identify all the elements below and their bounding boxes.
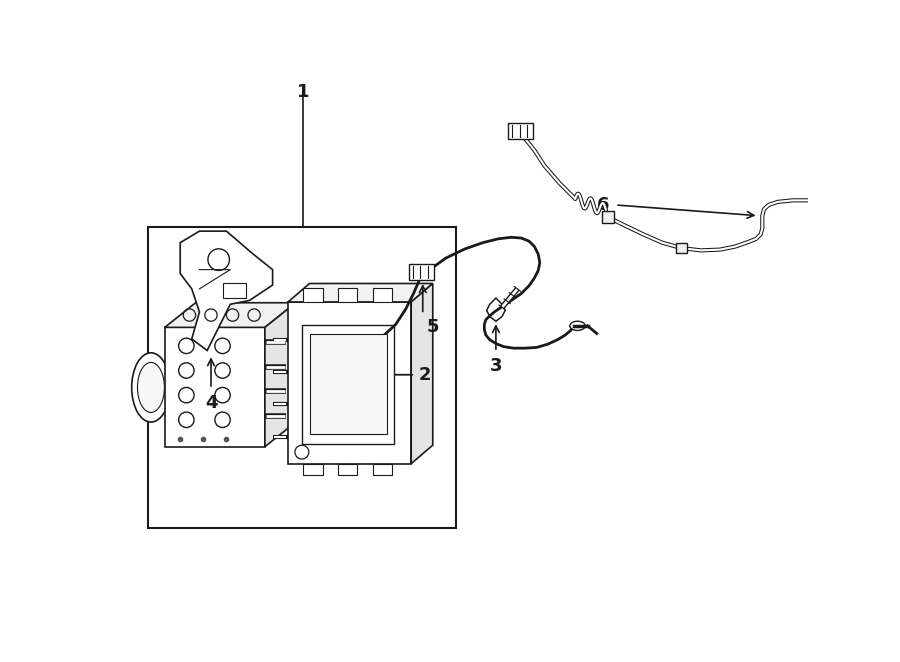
Bar	[302, 325, 394, 444]
Bar	[602, 211, 615, 224]
Bar	[338, 463, 357, 475]
Text: 3: 3	[490, 357, 502, 375]
Polygon shape	[487, 298, 505, 321]
Ellipse shape	[363, 346, 380, 373]
Bar	[676, 243, 687, 254]
Polygon shape	[288, 283, 433, 302]
Bar	[288, 302, 411, 463]
Bar	[303, 463, 322, 475]
Polygon shape	[265, 303, 296, 447]
Bar	[409, 264, 434, 279]
Bar	[508, 123, 533, 139]
Bar	[165, 328, 265, 447]
Polygon shape	[165, 303, 296, 328]
Bar	[148, 227, 456, 528]
Polygon shape	[180, 231, 273, 350]
Bar	[310, 334, 387, 434]
Bar	[373, 463, 392, 475]
Text: 5: 5	[427, 318, 439, 336]
Bar	[303, 288, 322, 302]
Text: 2: 2	[418, 365, 431, 384]
Bar	[824, 193, 849, 208]
Bar	[222, 283, 246, 298]
Text: 1: 1	[297, 83, 310, 101]
Ellipse shape	[138, 362, 165, 412]
Bar	[338, 288, 357, 302]
Ellipse shape	[131, 353, 170, 422]
Text: 6: 6	[597, 196, 609, 214]
Bar	[373, 288, 392, 302]
Polygon shape	[411, 283, 433, 463]
Text: 4: 4	[205, 395, 217, 412]
Ellipse shape	[570, 321, 585, 330]
